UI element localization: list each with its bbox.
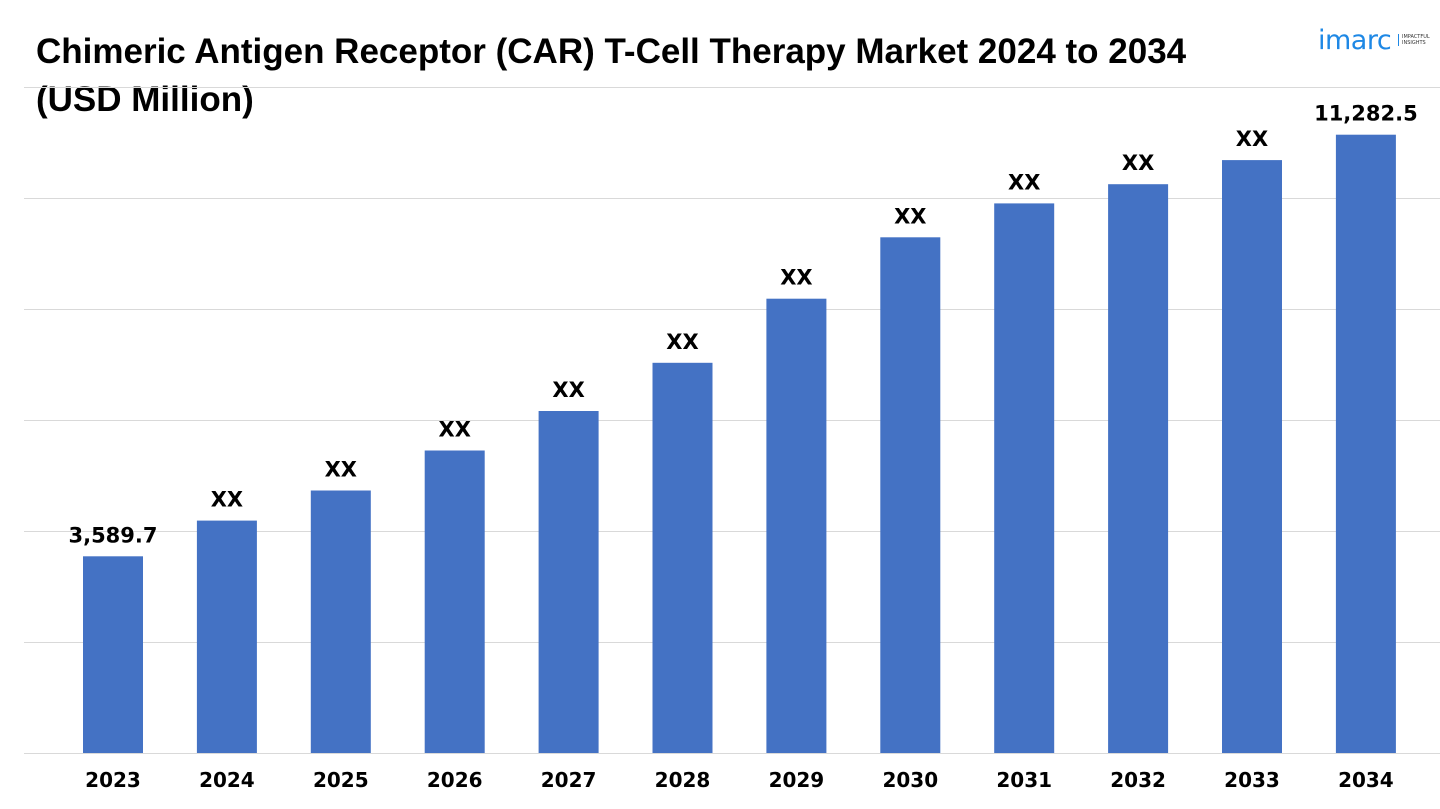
bar-2032 <box>1108 184 1169 753</box>
bar-2029 <box>766 298 827 753</box>
data-label-2033: XX <box>1236 127 1268 151</box>
chart-title-line-1: Chimeric Antigen Receptor (CAR) T-Cell T… <box>36 32 1187 71</box>
data-label-2024: XX <box>211 488 243 512</box>
chart-title: Chimeric Antigen Receptor (CAR) T-Cell T… <box>36 28 1276 124</box>
gridlines <box>24 87 1440 754</box>
bar-2027 <box>538 411 599 753</box>
x-tick-label-2024: 2024 <box>199 768 255 792</box>
x-tick-label-2029: 2029 <box>769 768 825 792</box>
imarc-logo: imarc IMPACTFUL INSIGHTS <box>1318 18 1430 58</box>
bar-2023 <box>83 556 143 753</box>
data-label-2034: 11,282.5 <box>1314 102 1418 126</box>
bar-2033 <box>1222 160 1282 754</box>
bar-2026 <box>424 450 485 753</box>
bar-2025 <box>310 490 371 753</box>
data-label-2027: XX <box>552 378 584 402</box>
x-axis-tick-labels: 2023 2024 2025 2026 2027 2028 2029 2030 2031 2032… <box>85 768 1394 792</box>
logo-tagline: IMPACTFUL INSIGHTS <box>1398 34 1430 46</box>
bar-2034 <box>1335 134 1396 753</box>
data-label-2031: XX <box>1008 170 1040 194</box>
x-tick-label-2030: 2030 <box>882 768 938 792</box>
bars <box>83 134 1396 754</box>
x-tick-label-2025: 2025 <box>313 768 369 792</box>
data-labels: 3,589.7 XX XX XX XX XX XX XX XX XX XX 11,282.5 <box>68 102 1417 548</box>
data-label-2030: XX <box>894 204 926 228</box>
bar-2031 <box>994 203 1055 753</box>
data-label-2029: XX <box>780 266 812 290</box>
chart-title-line-2: (USD Million) <box>36 80 254 119</box>
x-tick-label-2027: 2027 <box>541 768 597 792</box>
x-tick-label-2032: 2032 <box>1110 768 1166 792</box>
bar-2030 <box>880 237 941 754</box>
x-tick-label-2028: 2028 <box>655 768 711 792</box>
data-label-2028: XX <box>666 330 698 354</box>
x-tick-label-2033: 2033 <box>1224 768 1280 792</box>
logo-wordmark: imarc <box>1318 25 1392 56</box>
bar-2028 <box>652 362 713 753</box>
data-label-2032: XX <box>1122 151 1154 175</box>
x-tick-label-2034: 2034 <box>1338 768 1394 792</box>
bar-2024 <box>196 520 257 753</box>
x-tick-label-2026: 2026 <box>427 768 483 792</box>
x-tick-label-2023: 2023 <box>85 768 141 792</box>
data-label-2023: 3,589.7 <box>68 523 157 547</box>
data-label-2026: XX <box>439 418 471 442</box>
data-label-2025: XX <box>325 458 357 482</box>
x-tick-label-2031: 2031 <box>996 768 1052 792</box>
